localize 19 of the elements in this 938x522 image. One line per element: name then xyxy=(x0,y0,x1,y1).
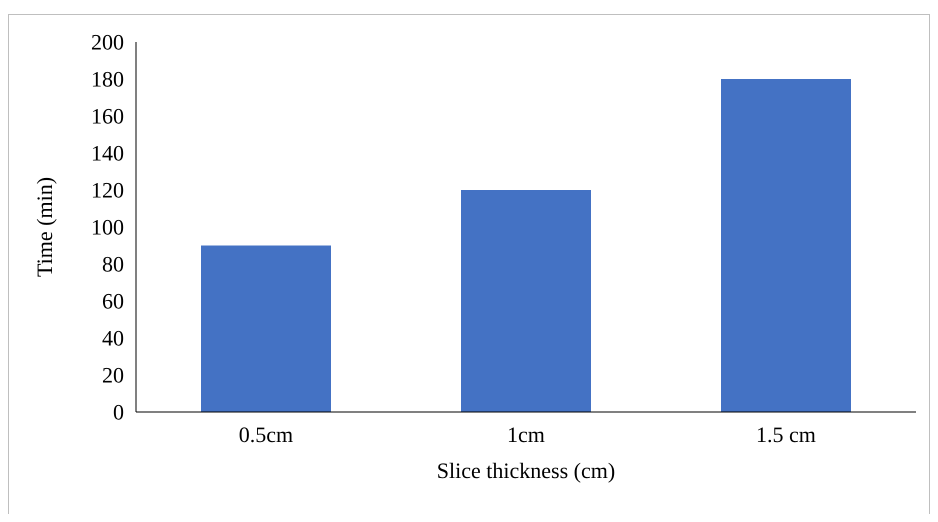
y-tick-label: 40 xyxy=(102,326,124,351)
x-axis-title: Slice thickness (cm) xyxy=(436,458,616,483)
bar xyxy=(721,79,851,412)
x-tick-label: 1.5 cm xyxy=(756,422,816,447)
bar xyxy=(201,246,331,412)
y-tick-label: 80 xyxy=(102,252,124,277)
y-tick-label: 180 xyxy=(91,66,124,92)
x-tick-label: 1cm xyxy=(507,422,545,447)
x-tick-label: 0.5cm xyxy=(238,422,294,447)
y-tick-label: 60 xyxy=(102,288,124,314)
y-tick-label: 100 xyxy=(91,214,124,240)
y-tick-label: 140 xyxy=(91,140,124,166)
bar xyxy=(461,190,591,412)
y-tick-label: 120 xyxy=(91,178,124,203)
y-tick-label: 0 xyxy=(113,400,124,425)
y-tick-label: 200 xyxy=(91,30,124,55)
y-tick-label: 160 xyxy=(91,104,124,129)
y-tick-label: 20 xyxy=(102,362,124,388)
y-axis-title: Time (min) xyxy=(32,176,57,278)
